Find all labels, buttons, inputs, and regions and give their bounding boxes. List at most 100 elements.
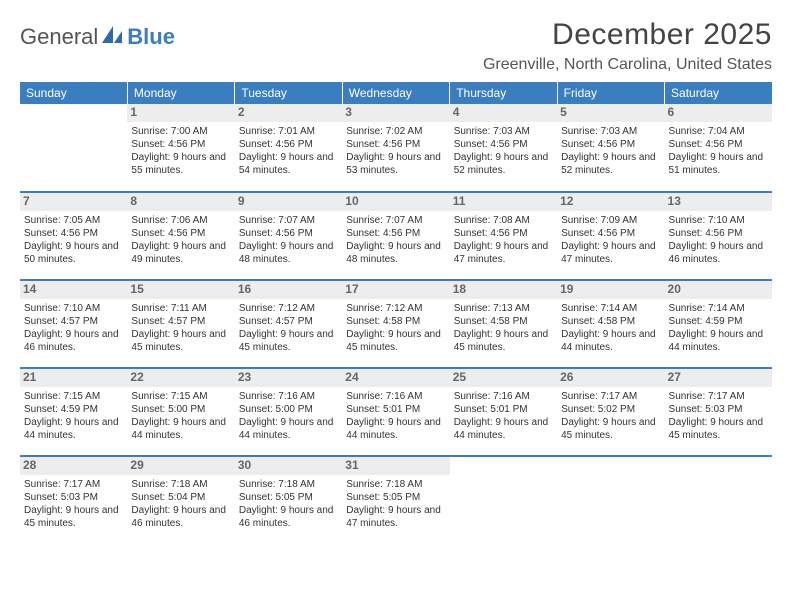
day-cell: 7Sunrise: 7:05 AMSunset: 4:56 PMDaylight… (20, 192, 127, 280)
logo: General Blue (20, 24, 175, 50)
sunrise-line: Sunrise: 7:01 AM (239, 125, 338, 138)
day-cell: . (665, 456, 772, 544)
sunset-line: Sunset: 5:01 PM (454, 403, 553, 416)
daylight-line: Daylight: 9 hours and 45 minutes. (24, 504, 123, 530)
day-header-row: Sunday Monday Tuesday Wednesday Thursday… (20, 82, 772, 104)
day-header: Saturday (665, 82, 772, 104)
day-header: Thursday (450, 82, 557, 104)
calendar-page: General Blue December 2025 Greenville, N… (0, 0, 792, 544)
sunrise-line: Sunrise: 7:03 AM (561, 125, 660, 138)
day-cell: 9Sunrise: 7:07 AMSunset: 4:56 PMDaylight… (235, 192, 342, 280)
sunset-line: Sunset: 4:58 PM (454, 315, 553, 328)
sunset-line: Sunset: 4:56 PM (454, 227, 553, 240)
daylight-line: Daylight: 9 hours and 46 minutes. (24, 328, 123, 354)
week-row: 14Sunrise: 7:10 AMSunset: 4:57 PMDayligh… (20, 280, 772, 368)
sunset-line: Sunset: 5:00 PM (239, 403, 338, 416)
day-number: 28 (20, 457, 127, 475)
week-row: .1Sunrise: 7:00 AMSunset: 4:56 PMDayligh… (20, 104, 772, 192)
daylight-line: Daylight: 9 hours and 54 minutes. (239, 151, 338, 177)
day-cell: 28Sunrise: 7:17 AMSunset: 5:03 PMDayligh… (20, 456, 127, 544)
sunrise-line: Sunrise: 7:14 AM (669, 302, 768, 315)
sunset-line: Sunset: 4:57 PM (131, 315, 230, 328)
daylight-line: Daylight: 9 hours and 47 minutes. (561, 240, 660, 266)
day-cell: 29Sunrise: 7:18 AMSunset: 5:04 PMDayligh… (127, 456, 234, 544)
day-number: 20 (665, 281, 772, 299)
sunrise-line: Sunrise: 7:10 AM (669, 214, 768, 227)
sunset-line: Sunset: 4:58 PM (346, 315, 445, 328)
daylight-line: Daylight: 9 hours and 45 minutes. (454, 328, 553, 354)
day-number: 18 (450, 281, 557, 299)
sunset-line: Sunset: 5:05 PM (346, 491, 445, 504)
day-number: 7 (20, 193, 127, 211)
day-cell: 18 Sunrise: 7:13 AMSunset: 4:58 PMDayligh… (450, 280, 557, 368)
sunrise-line: Sunrise: 7:06 AM (131, 214, 230, 227)
sunrise-line: Sunrise: 7:09 AM (561, 214, 660, 227)
daylight-line: Daylight: 9 hours and 45 minutes. (346, 328, 445, 354)
calendar-table: Sunday Monday Tuesday Wednesday Thursday… (20, 82, 772, 544)
day-cell: . (450, 456, 557, 544)
daylight-line: Daylight: 9 hours and 46 minutes. (239, 504, 338, 530)
daylight-line: Daylight: 9 hours and 52 minutes. (561, 151, 660, 177)
day-number: 12 (557, 193, 664, 211)
sunrise-line: Sunrise: 7:13 AM (454, 302, 553, 315)
day-cell: 20 Sunrise: 7:14 AMSunset: 4:59 PMDayligh… (665, 280, 772, 368)
day-header: Monday (127, 82, 234, 104)
day-number: 10 (342, 193, 449, 211)
day-number: 17 (342, 281, 449, 299)
daylight-line: Daylight: 9 hours and 45 minutes. (669, 416, 768, 442)
sunrise-line: Sunrise: 7:14 AM (561, 302, 660, 315)
sunset-line: Sunset: 4:56 PM (561, 227, 660, 240)
day-number: 27 (665, 369, 772, 387)
daylight-line: Daylight: 9 hours and 46 minutes. (131, 504, 230, 530)
day-number: 8 (127, 193, 234, 211)
sunset-line: Sunset: 4:56 PM (346, 227, 445, 240)
header: General Blue December 2025 Greenville, N… (20, 18, 772, 74)
sunset-line: Sunset: 4:56 PM (131, 227, 230, 240)
sunrise-line: Sunrise: 7:11 AM (131, 302, 230, 315)
sunrise-line: Sunrise: 7:08 AM (454, 214, 553, 227)
daylight-line: Daylight: 9 hours and 53 minutes. (346, 151, 445, 177)
sunset-line: Sunset: 4:57 PM (239, 315, 338, 328)
sunset-line: Sunset: 5:05 PM (239, 491, 338, 504)
day-cell: 25Sunrise: 7:16 AMSunset: 5:01 PMDayligh… (450, 368, 557, 456)
day-cell: 23Sunrise: 7:16 AMSunset: 5:00 PMDayligh… (235, 368, 342, 456)
logo-text-blue: Blue (127, 24, 175, 50)
day-number: 1 (127, 104, 234, 122)
day-number: 4 (450, 104, 557, 122)
day-header: Friday (557, 82, 664, 104)
day-cell: 3Sunrise: 7:02 AMSunset: 4:56 PMDaylight… (342, 104, 449, 192)
logo-sail-icon (102, 26, 124, 49)
sunset-line: Sunset: 4:58 PM (561, 315, 660, 328)
daylight-line: Daylight: 9 hours and 44 minutes. (239, 416, 338, 442)
sunset-line: Sunset: 4:56 PM (669, 138, 768, 151)
day-number: 21 (20, 369, 127, 387)
sunset-line: Sunset: 4:59 PM (669, 315, 768, 328)
sunset-line: Sunset: 4:56 PM (669, 227, 768, 240)
daylight-line: Daylight: 9 hours and 44 minutes. (669, 328, 768, 354)
sunset-line: Sunset: 5:01 PM (346, 403, 445, 416)
day-cell: 13Sunrise: 7:10 AMSunset: 4:56 PMDayligh… (665, 192, 772, 280)
day-number: 29 (127, 457, 234, 475)
day-header: Tuesday (235, 82, 342, 104)
location: Greenville, North Carolina, United State… (483, 56, 772, 74)
sunrise-line: Sunrise: 7:15 AM (131, 390, 230, 403)
sunrise-line: Sunrise: 7:18 AM (346, 478, 445, 491)
day-cell: 10Sunrise: 7:07 AMSunset: 4:56 PMDayligh… (342, 192, 449, 280)
sunrise-line: Sunrise: 7:16 AM (346, 390, 445, 403)
daylight-line: Daylight: 9 hours and 48 minutes. (346, 240, 445, 266)
daylight-line: Daylight: 9 hours and 47 minutes. (346, 504, 445, 530)
day-number: 5 (557, 104, 664, 122)
day-number: 25 (450, 369, 557, 387)
sunrise-line: Sunrise: 7:17 AM (669, 390, 768, 403)
sunrise-line: Sunrise: 7:12 AM (346, 302, 445, 315)
sunrise-line: Sunrise: 7:02 AM (346, 125, 445, 138)
sunrise-line: Sunrise: 7:12 AM (239, 302, 338, 315)
sunrise-line: Sunrise: 7:07 AM (239, 214, 338, 227)
day-header: Wednesday (342, 82, 449, 104)
day-number: 11 (450, 193, 557, 211)
day-cell: 19Sunrise: 7:14 AMSunset: 4:58 PMDayligh… (557, 280, 664, 368)
day-number: 15 (127, 281, 234, 299)
day-cell: 11Sunrise: 7:08 AMSunset: 4:56 PMDayligh… (450, 192, 557, 280)
day-number: 22 (127, 369, 234, 387)
day-header: Sunday (20, 82, 127, 104)
